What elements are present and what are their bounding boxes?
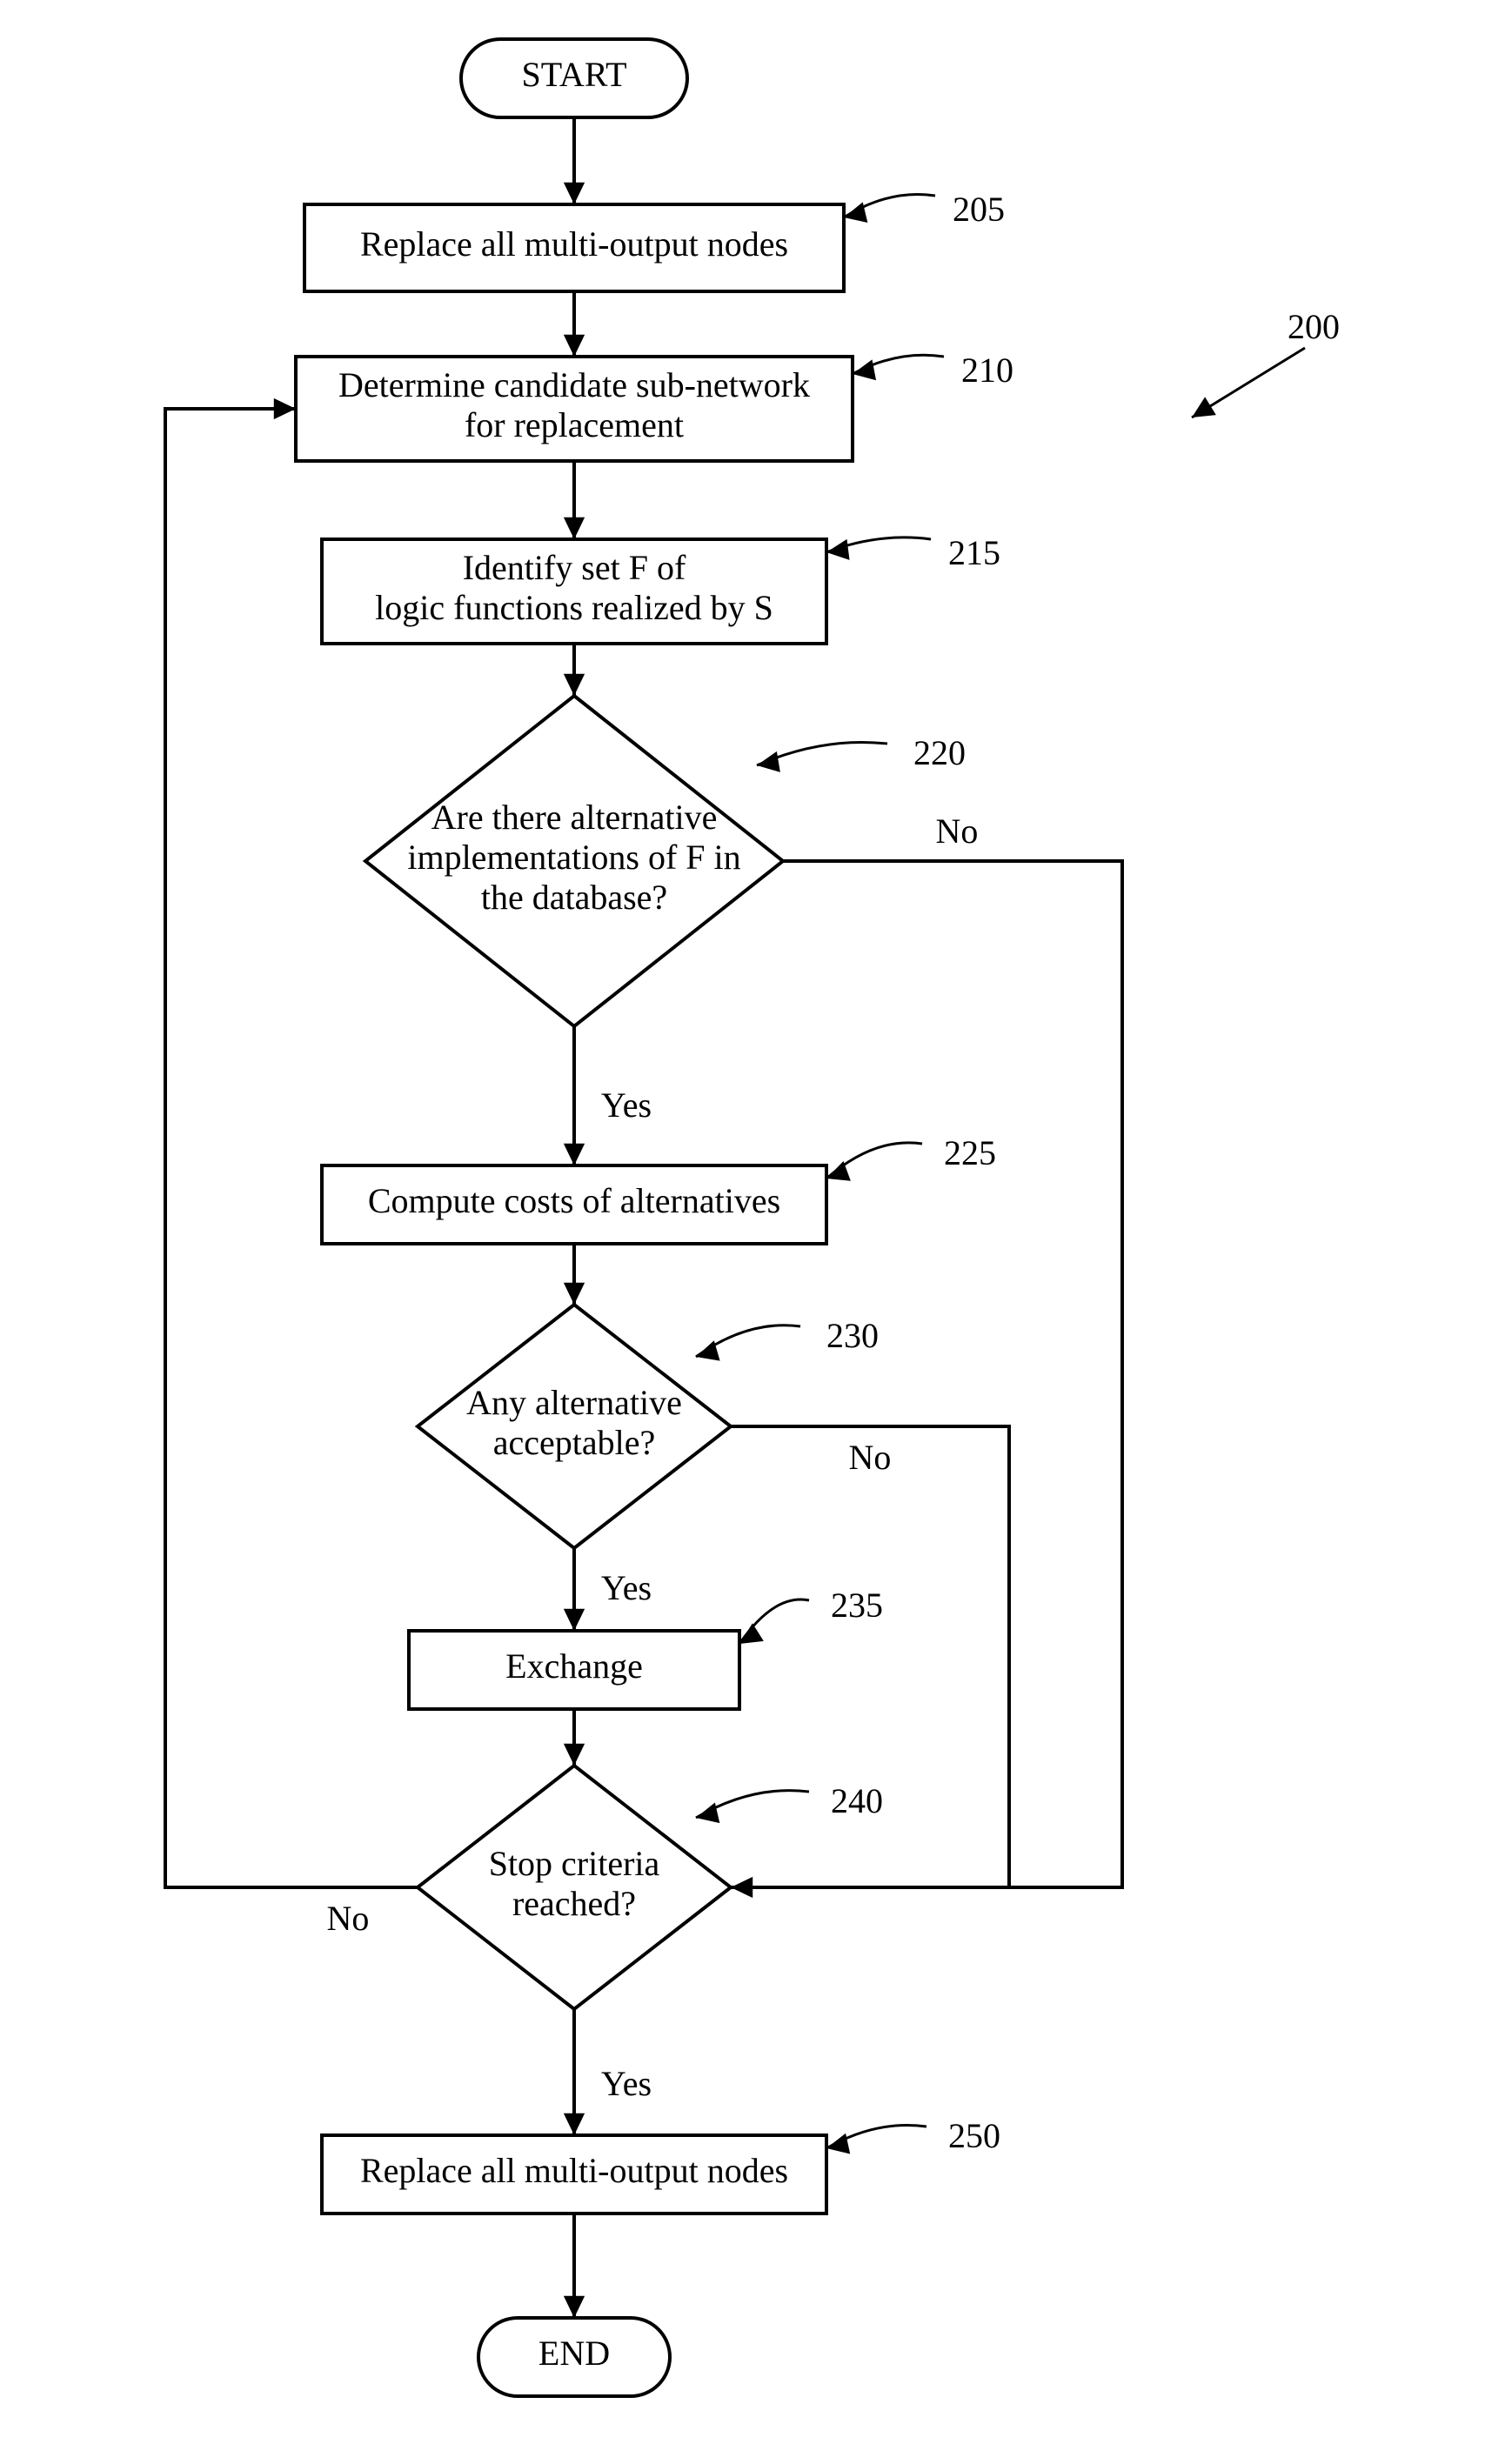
node-start: START [461,39,687,117]
e-230-240-n-label: No [849,1438,892,1477]
ref-205-label: 205 [953,190,1005,229]
e-220-240-n-label: No [936,811,979,851]
node-n220-text-0: Are there alternative [431,798,718,837]
node-n205: Replace all multi-output nodes [304,204,844,291]
node-n215-text-1: logic functions realized by S [375,588,773,627]
ref-235-label: 235 [831,1586,883,1625]
node-n230-text-1: acceptable? [493,1423,656,1462]
e-220-225-y-label: Yes [601,1085,652,1125]
ref-210-label: 210 [961,351,1013,390]
node-n210-text-1: for replacement [465,405,684,444]
node-n210: Determine candidate sub-networkfor repla… [296,357,853,461]
ref-225-label: 225 [944,1133,996,1172]
node-n235: Exchange [409,1631,739,1709]
node-n210-text-0: Determine candidate sub-network [338,365,810,404]
node-n215-text-0: Identify set F of [463,548,686,587]
ref-240-label: 240 [831,1781,883,1820]
node-end: END [478,2318,670,2396]
node-n240-text-1: reached? [512,1884,636,1923]
node-n215: Identify set F oflogic functions realize… [322,539,826,644]
ref-215-label: 215 [948,533,1000,572]
node-n250-text-0: Replace all multi-output nodes [360,2151,788,2190]
ref-200-label: 200 [1288,307,1340,346]
node-n220-text-2: the database? [481,878,667,917]
node-end-text-0: END [538,2334,610,2373]
node-n230-text-0: Any alternative [466,1383,682,1422]
node-n240-text-0: Stop criteria [489,1844,660,1883]
node-n220-text-1: implementations of F in [407,838,740,877]
node-n205-text-0: Replace all multi-output nodes [360,224,788,264]
node-n225: Compute costs of alternatives [322,1165,826,1244]
node-n235-text-0: Exchange [505,1646,643,1686]
node-n225-text-0: Compute costs of alternatives [368,1181,780,1220]
node-start-text-0: START [521,55,626,94]
ref-230-label: 230 [826,1316,879,1355]
ref-220-label: 220 [913,733,966,772]
node-n250: Replace all multi-output nodes [322,2135,826,2214]
e-240-250-y-label: Yes [601,2064,652,2103]
e-240-210-n-label: No [327,1899,370,1938]
flowchart-diagram: Yes Yes Yes No No No START Replace all multi-ou… [0,0,1505,2464]
e-230-235-y-label: Yes [601,1568,652,1607]
ref-250-label: 250 [948,2116,1000,2155]
